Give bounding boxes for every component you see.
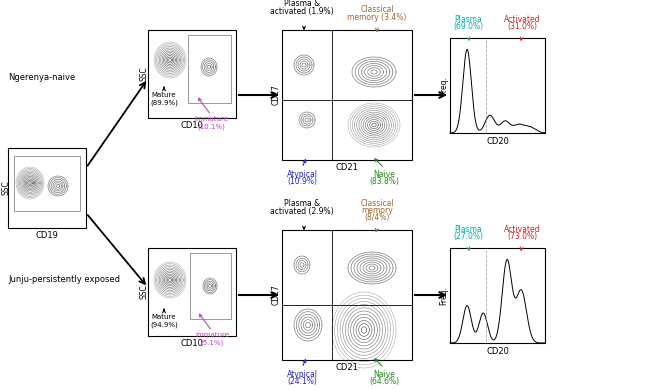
Text: (27.0%): (27.0%) (453, 232, 483, 241)
Text: Junju-persistently exposed: Junju-persistently exposed (8, 275, 120, 284)
Bar (148, 248, 236, 336)
Text: CD20: CD20 (486, 136, 509, 145)
Text: (5.1%): (5.1%) (200, 339, 224, 346)
Text: Atypical: Atypical (287, 170, 317, 179)
Text: (94.9%): (94.9%) (150, 321, 178, 328)
Text: (69.0%): (69.0%) (453, 22, 483, 31)
Text: CD20: CD20 (486, 346, 509, 356)
Text: Atypical: Atypical (287, 370, 317, 379)
Text: CD27: CD27 (272, 85, 281, 105)
Text: (64.6%): (64.6%) (369, 377, 399, 386)
Text: (73.0%): (73.0%) (507, 232, 537, 241)
Text: (24.1%): (24.1%) (287, 377, 317, 386)
Text: CD19: CD19 (36, 232, 58, 241)
Text: Activated: Activated (504, 225, 540, 234)
Text: CD21: CD21 (335, 163, 358, 172)
Text: SSC: SSC (1, 181, 10, 195)
Text: Classical: Classical (360, 5, 394, 14)
Text: SSC: SSC (140, 67, 148, 82)
Bar (282, 30, 412, 160)
Text: Mature: Mature (151, 92, 176, 98)
Text: Mature: Mature (151, 314, 176, 320)
Text: Naive: Naive (373, 370, 395, 379)
Text: SSC: SSC (140, 285, 148, 300)
Text: memory (3.4%): memory (3.4%) (347, 13, 407, 22)
Text: CD21: CD21 (335, 363, 358, 372)
Text: CD27: CD27 (272, 285, 281, 305)
Text: Activated: Activated (504, 15, 540, 24)
Text: (10.9%): (10.9%) (287, 177, 317, 186)
Text: Plasma: Plasma (454, 15, 482, 24)
Text: Plasma &: Plasma & (284, 0, 320, 8)
Text: memory: memory (361, 206, 393, 215)
Text: (31.0%): (31.0%) (507, 22, 537, 31)
Text: Freq.: Freq. (439, 76, 448, 95)
Bar (450, 38, 545, 133)
Bar (282, 230, 412, 360)
Text: Plasma &: Plasma & (284, 199, 320, 208)
Text: (10.1%): (10.1%) (197, 123, 225, 129)
Bar (8, 148, 86, 228)
Text: activated (2.9%): activated (2.9%) (270, 207, 334, 216)
Bar (188, 35, 231, 103)
Text: Immature: Immature (195, 332, 229, 338)
Text: Plasma: Plasma (454, 225, 482, 234)
Text: CD10: CD10 (181, 340, 203, 349)
Text: Ngerenya-naive: Ngerenya-naive (8, 73, 75, 83)
Text: CD10: CD10 (181, 122, 203, 131)
Text: (83.8%): (83.8%) (369, 177, 399, 186)
Text: Classical: Classical (360, 199, 394, 208)
Text: (89.9%): (89.9%) (150, 99, 178, 106)
Text: (8/4%): (8/4%) (364, 213, 390, 222)
Text: Immature: Immature (194, 116, 228, 122)
Bar (14, 156, 80, 211)
Text: activated (1.9%): activated (1.9%) (270, 7, 334, 16)
Text: Freq.: Freq. (439, 286, 448, 305)
Bar (190, 253, 231, 319)
Text: Naive: Naive (373, 170, 395, 179)
Bar (148, 30, 236, 118)
Bar (450, 248, 545, 343)
